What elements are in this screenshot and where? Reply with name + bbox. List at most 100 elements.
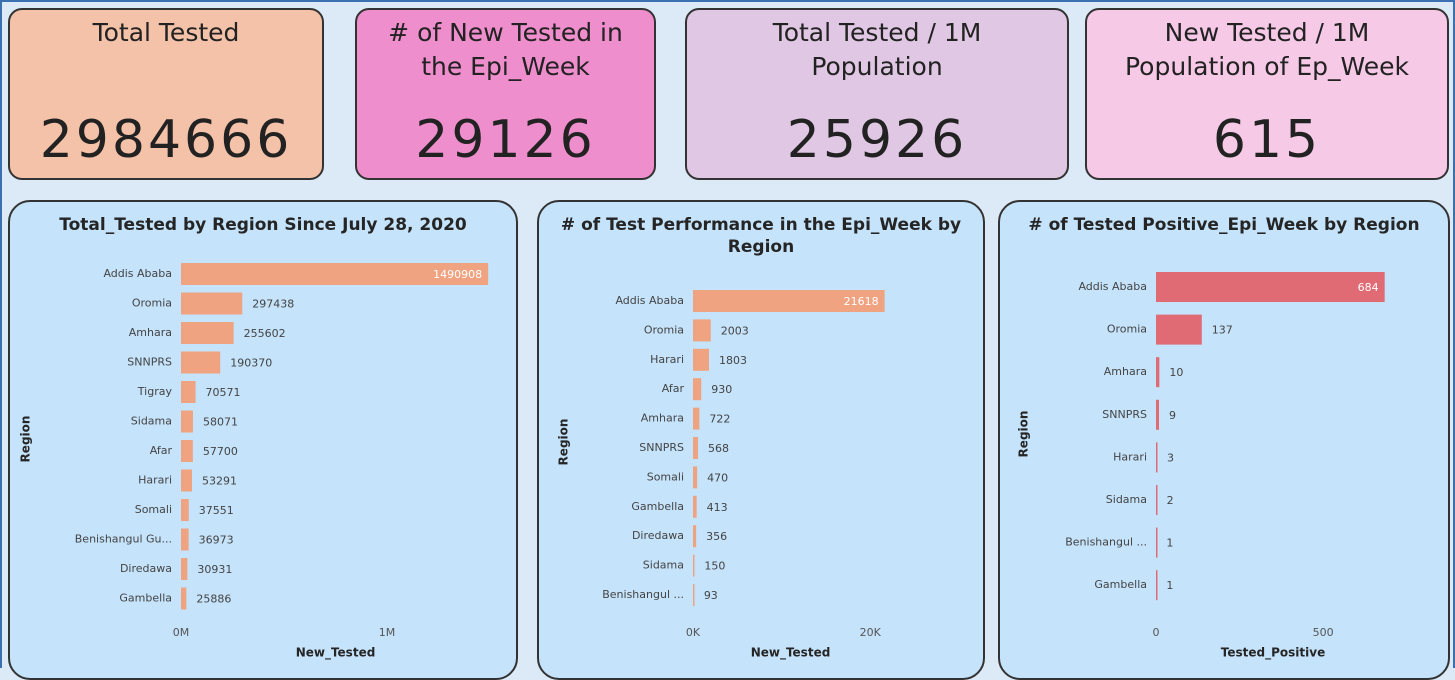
x-axis-label: Tested_Positive: [1221, 646, 1325, 661]
chart-title: # of Test Performance in the Epi_Week by…: [560, 215, 962, 257]
y-axis-label: Region: [557, 419, 571, 466]
category-label: Afar: [150, 444, 173, 457]
chart-panel: Addis Ababa 21618 Oromia 2003 Harari 1803 Afar…: [537, 200, 985, 680]
data-label: 1: [1166, 537, 1173, 550]
data-label: 413: [707, 501, 728, 514]
bar: [693, 290, 885, 312]
category-label: Sidama: [131, 415, 172, 428]
data-label: 150: [704, 560, 725, 573]
category-label: Amhara: [129, 326, 172, 339]
category-label: SNNPRS: [639, 441, 684, 454]
category-label: Gambella: [631, 500, 684, 513]
category-label: Afar: [662, 382, 685, 395]
bar: [693, 348, 709, 371]
category-label: Oromia: [644, 323, 684, 336]
chart-title: # of Tested Positive_Epi_Week by Region: [1028, 215, 1420, 235]
category-label: Amhara: [641, 412, 684, 425]
bar: [181, 292, 243, 315]
data-label: 2003: [721, 324, 749, 337]
data-label: 470: [707, 471, 728, 484]
category-label: Sidama: [1106, 493, 1147, 506]
category-label: Somali: [647, 470, 684, 483]
data-label: 722: [709, 413, 730, 426]
data-label: 1803: [719, 354, 747, 367]
y-axis-label: Region: [19, 416, 33, 463]
bar: [181, 528, 189, 551]
kpi-value: 615: [1212, 110, 1322, 170]
kpi-card: # of New Tested in the Epi_Week 29126: [355, 8, 656, 180]
bar: [693, 407, 700, 430]
category-label: Harari: [650, 353, 684, 366]
data-label: 70571: [206, 386, 241, 399]
data-label: 297438: [252, 298, 294, 311]
data-label: 36973: [199, 534, 234, 547]
kpi-value: 25926: [786, 110, 968, 170]
data-label: 93: [704, 589, 718, 602]
bar: [693, 466, 698, 489]
bar: [693, 378, 702, 401]
chart-title: Total_Tested by Region Since July 28, 20…: [59, 215, 467, 235]
data-label: 1490908: [433, 268, 482, 281]
data-label: 255602: [244, 327, 286, 340]
data-label: 53291: [202, 475, 237, 488]
bar: [1156, 314, 1202, 345]
data-label: 10: [1169, 366, 1183, 379]
category-label: Amhara: [1104, 365, 1147, 378]
data-label: 930: [711, 383, 732, 396]
chart: Addis Ababa 21618 Oromia 2003 Harari 1803 Afar…: [557, 290, 885, 661]
category-label: Benishangul Gu...: [75, 533, 172, 546]
category-label: Oromia: [132, 297, 172, 310]
category-label: SNNPRS: [127, 356, 172, 369]
kpi-title: Total Tested: [92, 18, 240, 47]
data-label: 37551: [199, 504, 234, 517]
bar: [181, 469, 192, 492]
category-label: Harari: [138, 474, 172, 487]
bar: [181, 558, 188, 580]
bar: [1156, 442, 1158, 473]
category-label: Benishangul ...: [1065, 536, 1147, 549]
bar: [1156, 485, 1158, 515]
category-label: Benishangul ...: [602, 588, 684, 601]
data-label: 1: [1166, 579, 1173, 592]
x-tick-label: 500: [1313, 626, 1334, 639]
category-label: SNNPRS: [1102, 408, 1147, 421]
category-label: Somali: [135, 503, 172, 516]
kpi-value: 29126: [415, 110, 596, 170]
category-label: Harari: [1113, 450, 1147, 463]
category-label: Gambella: [1094, 578, 1147, 591]
kpi-card: New Tested / 1M Population of Ep_Week 615: [1085, 8, 1449, 180]
category-label: Tigray: [137, 385, 173, 398]
category-label: Sidama: [643, 559, 684, 572]
data-label: 25886: [196, 593, 231, 606]
category-label: Diredawa: [120, 562, 172, 575]
category-label: Oromia: [1107, 323, 1147, 336]
data-label: 3: [1167, 451, 1174, 464]
bar: [181, 322, 234, 344]
bar: [1156, 272, 1385, 302]
data-label: 9: [1169, 409, 1176, 422]
kpi-title: New Tested / 1M Population of Ep_Week: [1125, 18, 1409, 81]
data-label: 684: [1358, 281, 1379, 294]
category-label: Gambella: [119, 592, 172, 605]
x-tick-label: 20K: [860, 626, 882, 639]
data-label: 137: [1212, 324, 1233, 337]
x-tick-label: 1M: [379, 626, 396, 639]
data-label: 58071: [203, 416, 238, 429]
bar: [693, 437, 699, 459]
category-label: Addis Ababa: [615, 294, 684, 307]
kpi-value: 2984666: [39, 110, 293, 170]
bar: [1156, 399, 1160, 430]
x-axis-label: New_Tested: [751, 646, 831, 661]
data-label: 190370: [230, 357, 272, 370]
x-tick-label: 0M: [173, 626, 190, 639]
x-tick-label: 0: [1153, 626, 1160, 639]
chart-panel: Addis Ababa 684 Oromia 137 Amhara 10 SNNPRS 9 Ha…: [998, 200, 1450, 680]
data-label: 21618: [844, 295, 879, 308]
category-label: Addis Ababa: [103, 267, 172, 280]
data-label: 2: [1167, 494, 1174, 507]
bar: [693, 319, 711, 342]
data-label: 30931: [197, 563, 232, 576]
kpi-title: Total Tested / 1M Population: [772, 18, 982, 81]
